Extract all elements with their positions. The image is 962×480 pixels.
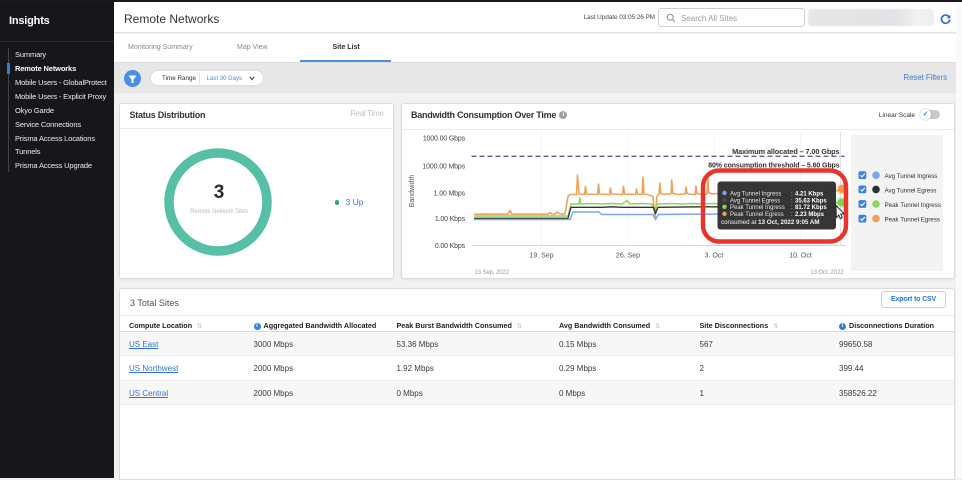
svg-text:Maximum allocated – 7.00 Gbps: Maximum allocated – 7.00 Gbps xyxy=(732,147,839,156)
svg-text:Avg Tunnel Egress: Avg Tunnel Egress xyxy=(730,198,780,204)
svg-text:3. Oct: 3. Oct xyxy=(704,253,723,260)
svg-text:Bandwidth: Bandwidth xyxy=(409,175,416,208)
svg-text:1000.00 Mbps: 1000.00 Mbps xyxy=(422,164,465,171)
svg-text:35.63 Kbps: 35.63 Kbps xyxy=(795,198,827,204)
svg-text:26. Sep: 26. Sep xyxy=(615,253,639,260)
svg-text:81.72 Kbps: 81.72 Kbps xyxy=(795,205,827,211)
svg-text::: : xyxy=(791,212,793,218)
svg-text:10. Oct: 10. Oct xyxy=(789,253,812,260)
svg-text:13 Oct, 2022: 13 Oct, 2022 xyxy=(810,270,844,276)
svg-text:Avg Tunnel Ingress: Avg Tunnel Ingress xyxy=(730,191,781,197)
svg-text:Peak Tunnel Egress: Peak Tunnel Egress xyxy=(730,212,784,218)
svg-text:Avg Tunnel Egress: Avg Tunnel Egress xyxy=(884,187,936,194)
svg-text:4.21 Kbps: 4.21 Kbps xyxy=(795,191,824,197)
svg-text:0.00 Kbps: 0.00 Kbps xyxy=(434,243,465,250)
svg-text:2.23 Mbps: 2.23 Mbps xyxy=(795,212,825,218)
svg-text::: : xyxy=(791,198,793,204)
svg-text:1.00 Kbps: 1.00 Kbps xyxy=(434,216,465,223)
svg-text:1000.00 Gbps: 1000.00 Gbps xyxy=(422,136,465,143)
svg-text:Avg Tunnel Ingress: Avg Tunnel Ingress xyxy=(884,173,937,180)
svg-text::: : xyxy=(791,205,793,211)
svg-text::: : xyxy=(791,191,793,197)
svg-text:Peak Tunnel Ingress: Peak Tunnel Ingress xyxy=(730,205,785,211)
svg-text:1.00 Mbps: 1.00 Mbps xyxy=(433,191,465,198)
svg-text:13 Sep, 2022: 13 Sep, 2022 xyxy=(474,270,509,276)
svg-text:80% consumption threshold – 5.: 80% consumption threshold – 5.60 Gbps xyxy=(708,163,839,170)
svg-text:consumed at 13 Oct, 2022 9:05: consumed at 13 Oct, 2022 9:05 AM xyxy=(721,219,820,226)
svg-text:19. Sep: 19. Sep xyxy=(529,253,553,260)
svg-text:Peak Tunnel Ingress: Peak Tunnel Ingress xyxy=(884,202,940,209)
svg-text:Peak Tunnel Egress: Peak Tunnel Egress xyxy=(884,217,939,224)
